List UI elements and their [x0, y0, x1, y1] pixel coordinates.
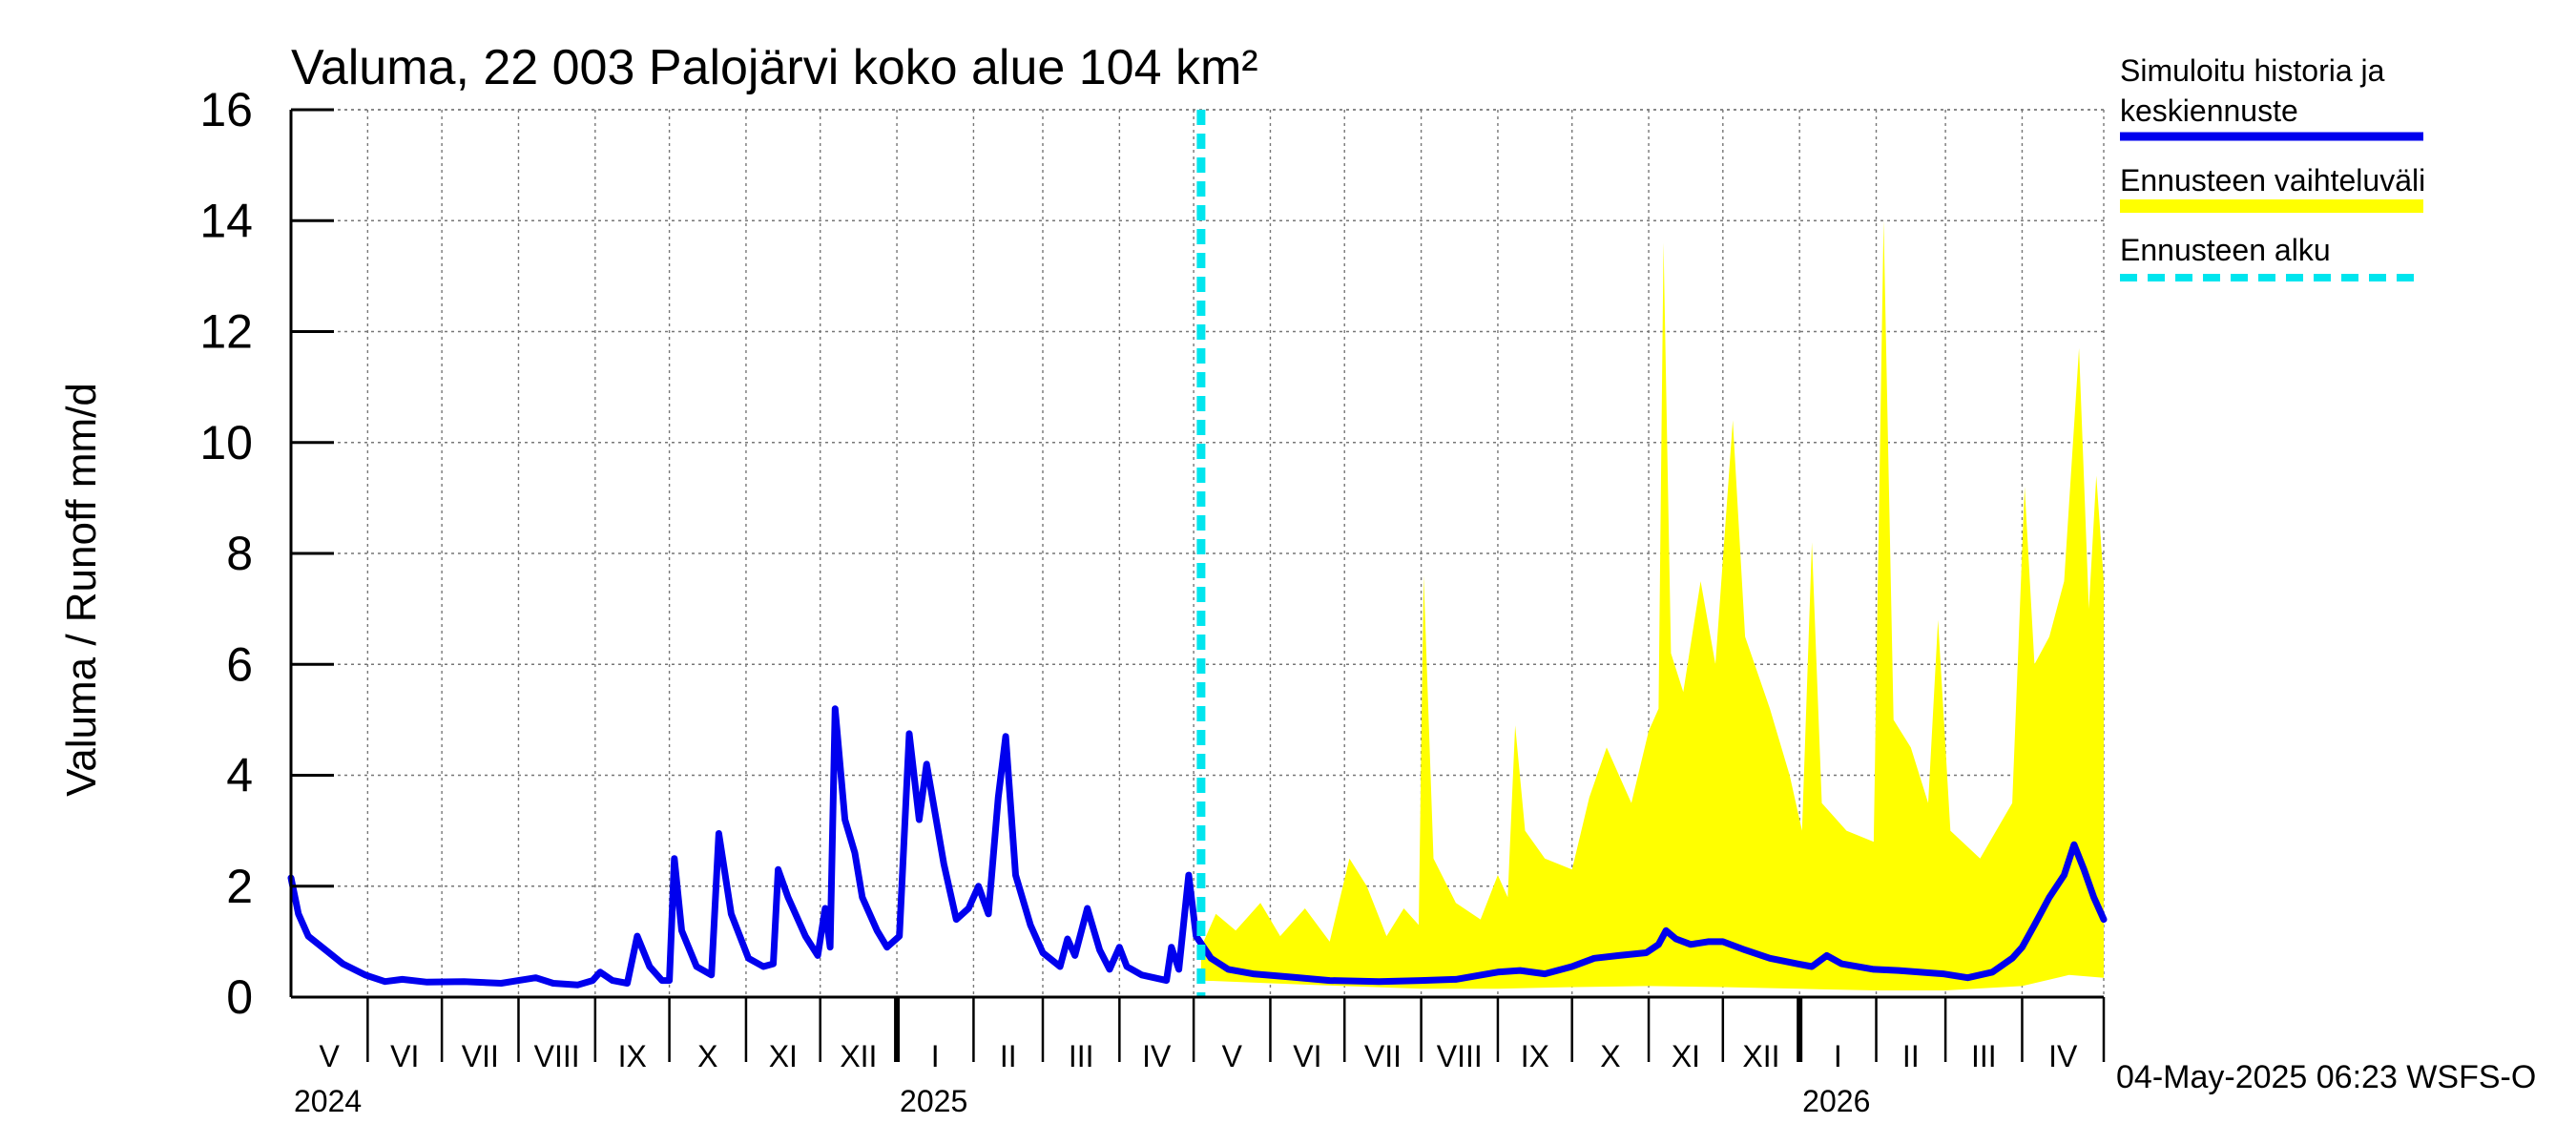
x-month-label-21: II [1902, 1039, 1920, 1073]
x-month-label-8: I [931, 1039, 940, 1073]
legend-label-range: Ennusteen vaihteluväli [2120, 163, 2425, 198]
footer-timestamp: 04-May-2025 06:23 WSFS-O [2116, 1059, 2536, 1095]
forecast-range-band [1200, 220, 2104, 991]
x-year-label-2026: 2026 [1802, 1084, 1870, 1118]
legend-label-simulated-line2: keskiennuste [2120, 94, 2298, 128]
x-month-label-23: IV [2048, 1039, 2078, 1073]
x-month-label-1: VI [390, 1039, 419, 1073]
x-month-label-7: XII [840, 1039, 877, 1073]
y-tick-label-10: 10 [199, 416, 253, 469]
y-tick-label-12: 12 [199, 305, 253, 359]
grid [291, 109, 2105, 997]
x-month-label-9: II [1000, 1039, 1017, 1073]
x-month-label-2: VII [462, 1039, 499, 1073]
legend-label-forecast-start: Ennusteen alku [2120, 233, 2331, 267]
x-month-label-12: V [1222, 1039, 1243, 1073]
y-tick-label-0: 0 [226, 970, 253, 1024]
x-month-label-15: VIII [1437, 1039, 1483, 1073]
y-tick-label-4: 4 [226, 749, 253, 802]
x-month-label-10: III [1069, 1039, 1094, 1073]
x-month-label-17: X [1600, 1039, 1620, 1073]
x-month-label-14: VII [1364, 1039, 1402, 1073]
y-tick-label-2: 2 [226, 860, 253, 913]
y-tick-label-8: 8 [226, 527, 253, 580]
x-month-label-20: I [1834, 1039, 1842, 1073]
x-month-label-4: IX [618, 1039, 647, 1073]
x-year-label-2025: 2025 [900, 1084, 967, 1118]
x-month-label-5: X [697, 1039, 717, 1073]
x-month-label-11: IV [1142, 1039, 1172, 1073]
x-month-label-6: XI [769, 1039, 798, 1073]
x-month-label-13: VI [1293, 1039, 1321, 1073]
legend: Simuloitu historia ja keskiennuste Ennus… [2120, 53, 2425, 281]
legend-label-simulated-line1: Simuloitu historia ja [2120, 53, 2385, 88]
x-year-label-2024: 2024 [294, 1084, 362, 1118]
y-tick-label-16: 16 [199, 83, 253, 136]
y-tick-label-14: 14 [199, 194, 253, 247]
forecast-range-area [1200, 220, 2104, 991]
series-line-group [287, 110, 2108, 997]
y-axis-label: Valuma / Runoff mm/d [58, 383, 105, 797]
x-month-label-16: IX [1521, 1039, 1549, 1073]
x-month-label-0: V [320, 1039, 341, 1073]
x-month-label-18: XI [1672, 1039, 1700, 1073]
x-month-label-3: VIII [534, 1039, 580, 1073]
chart-title: Valuma, 22 003 Palojärvi koko alue 104 k… [291, 40, 1258, 95]
series-line-simulated [287, 705, 2108, 989]
y-tick-label-6: 6 [226, 637, 253, 691]
x-month-label-22: III [1971, 1039, 1997, 1073]
x-month-label-19: XII [1742, 1039, 1779, 1073]
